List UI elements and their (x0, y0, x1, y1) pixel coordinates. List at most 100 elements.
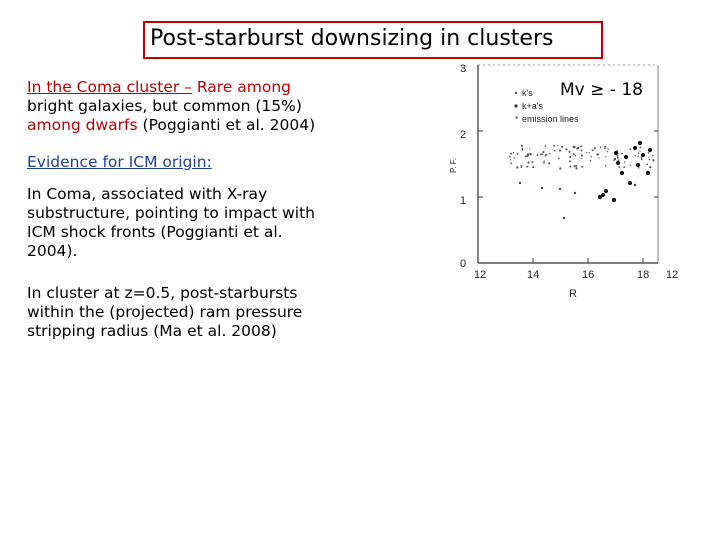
scatter-point (575, 167, 578, 170)
scatter-point (629, 164, 632, 166)
scatter-point (633, 183, 637, 187)
scatter-point (569, 155, 572, 158)
legend-marker-k (514, 91, 518, 95)
x-tick-label: 12 (474, 269, 486, 281)
scatter-point (521, 148, 524, 150)
y-axis-label: P. F. (449, 158, 458, 173)
scatter-point (652, 160, 655, 162)
scatter-point (510, 162, 513, 165)
scatter-point (513, 157, 515, 159)
scatter-point (549, 152, 551, 155)
para-line: ICM shock fronts (Poggianti et al. (27, 223, 283, 241)
scatter-point (637, 155, 639, 158)
scatter-point (617, 159, 620, 162)
scatter-point (603, 147, 606, 150)
x-tick-label: 16 (582, 269, 594, 281)
fraction-vs-radius-figure: 3 2 1 0 P. F. 12 14 16 18 12 R k's k+a's… (449, 63, 678, 300)
scatter-point (648, 156, 650, 158)
coma-line-2: bright galaxies, but common (15%) (27, 97, 302, 115)
para-line: In cluster at z=0.5, post-starbursts (27, 284, 298, 302)
scatter-point (646, 163, 649, 166)
scatter-point (589, 159, 592, 162)
scatter-point (557, 157, 560, 160)
scatter-point (627, 180, 633, 186)
scatter-point (558, 187, 562, 191)
scatter-point (580, 157, 582, 160)
y-tick-label: 2 (460, 129, 466, 141)
scatter-point (529, 152, 532, 156)
scatter-point (524, 155, 527, 158)
scatter-point (591, 149, 594, 152)
scatter-point (574, 154, 577, 157)
scatter-point (526, 165, 529, 168)
scatter-point (569, 165, 572, 168)
scatter-point (597, 153, 600, 155)
scatter-point (575, 164, 578, 167)
scatter-point (647, 151, 650, 154)
scatter-point (638, 152, 640, 155)
scatter-point (542, 151, 545, 154)
x-tick-marks (532, 258, 644, 263)
scatter-point (541, 153, 544, 156)
scatter-point (581, 165, 584, 168)
legend: k's k+a's * emission lines (514, 88, 579, 124)
legend-label-emission: emission lines (522, 114, 579, 124)
para-line: 2004). (27, 242, 78, 260)
scatter-point (516, 153, 519, 155)
scatter-point (521, 149, 524, 151)
scatter-point (540, 186, 544, 190)
scatter-point (565, 148, 568, 151)
y-tick-marks (478, 130, 658, 198)
scatter-point (607, 148, 609, 150)
coma-dwarfs-text: among dwarfs (27, 116, 138, 134)
x-tick-label: 12 (666, 269, 678, 281)
coma-line-1: In the Coma cluster – Rare among (27, 78, 315, 97)
scatter-point (616, 156, 619, 159)
scatter-point (576, 147, 578, 150)
scatter-point (562, 216, 566, 220)
scatter-point (597, 194, 603, 200)
scatter-point (590, 155, 593, 158)
x-tick-label: 14 (527, 269, 539, 281)
scatter-point (629, 148, 632, 151)
scatter-point (621, 152, 623, 155)
para-line: stripping radius (Ma et al. 2008) (27, 322, 277, 340)
scatter-point (588, 152, 590, 154)
x-tick-label: 18 (637, 269, 649, 281)
scatter-point (640, 152, 646, 158)
scatter-point (615, 160, 621, 166)
scatter-point (572, 153, 575, 156)
z05-paragraph: In cluster at z=0.5, post-starbursts wit… (27, 284, 302, 341)
para-line: In Coma, associated with X-ray (27, 185, 268, 203)
scatter-point (598, 157, 600, 159)
scatter-point (518, 181, 522, 185)
scatter-point (637, 140, 643, 146)
scatter-point (516, 166, 519, 169)
scatter-point (623, 154, 629, 160)
scatter-point (531, 160, 534, 164)
scatter-point (616, 154, 619, 157)
scatter-point (634, 154, 636, 157)
scatter-point (509, 159, 512, 161)
data-points (509, 140, 655, 220)
title-box (143, 21, 603, 59)
scatter-point (536, 154, 539, 157)
scatter-point (553, 144, 556, 147)
scatter-point (529, 148, 531, 150)
coma-icm-paragraph: In Coma, associated with X-ray substruct… (27, 185, 315, 261)
scatter-point (544, 145, 547, 148)
scatter-point (640, 156, 643, 159)
scatter-point (521, 145, 523, 148)
coma-citation: (Poggianti et al. 2004) (137, 116, 316, 134)
coma-rest-line1: Rare among (191, 78, 292, 96)
scatter-point (619, 170, 625, 176)
scatter-point (632, 145, 638, 151)
scatter-point (512, 151, 515, 154)
scatter-point (553, 149, 556, 152)
scatter-point (526, 153, 530, 156)
evidence-heading: Evidence for ICM origin: (27, 153, 212, 171)
scatter-point (540, 153, 543, 156)
plot-frame (477, 64, 659, 264)
scatter-point (568, 150, 571, 153)
scatter-point (613, 150, 619, 156)
